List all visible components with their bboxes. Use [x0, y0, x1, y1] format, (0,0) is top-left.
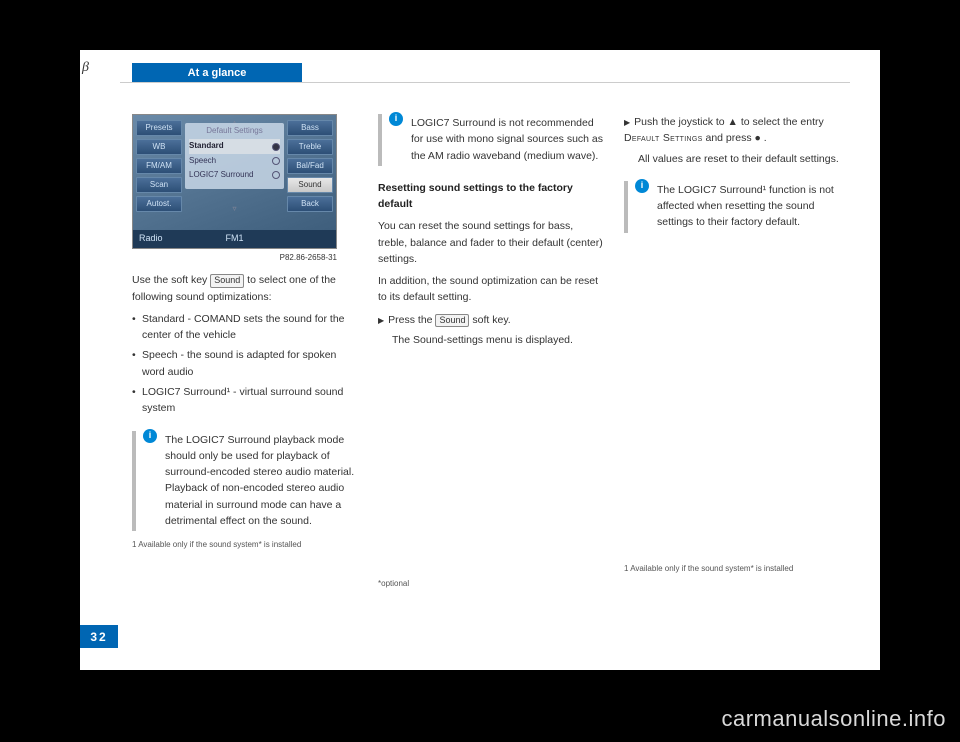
- col2-p2: In addition, the sound optimization can …: [378, 273, 603, 306]
- shot-btn-wb: WB: [136, 139, 182, 155]
- shot-opt-label-2: LOGIC7 Surround: [189, 169, 253, 181]
- col3-action-c: and press: [706, 132, 755, 144]
- sound-options-list: •Standard - COMAND sets the sound for th…: [132, 311, 357, 417]
- info-text-2: LOGIC7 Surround is not recommended for u…: [387, 114, 603, 166]
- manual-page: β At a glance Presets WB FM/AM Scan Auto…: [80, 50, 880, 670]
- info-icon: i: [143, 429, 157, 443]
- bullet-1: Speech - the sound is adapted for spoken…: [142, 349, 336, 377]
- joystick-up-icon: ▲: [728, 116, 738, 128]
- page-number: 32: [80, 625, 118, 648]
- shot-btn-treble: Treble: [287, 139, 333, 155]
- col3-p1: All values are reset to their default se…: [624, 151, 849, 167]
- watermark: carmanualsonline.info: [721, 706, 946, 732]
- subheading-reset: Resetting sound settings to the factory …: [378, 180, 603, 213]
- column-3: Push the joystick to ▲ to select the ent…: [624, 114, 849, 575]
- info-text-3: The LOGIC7 Surround¹ function is not aff…: [633, 181, 849, 233]
- action-step: Push the joystick to ▲ to select the ent…: [624, 114, 849, 147]
- bullet-0: Standard - COMAND sets the sound for the…: [142, 313, 345, 341]
- list-item: •LOGIC7 Surround¹ - virtual surround sou…: [132, 384, 357, 417]
- shot-status-bar: Radio FM1: [133, 230, 336, 248]
- footnote-optional: *optional: [378, 578, 603, 590]
- footnote-3: 1 Available only if the sound system* is…: [624, 563, 849, 575]
- col2-p3: The Sound-settings menu is displayed.: [378, 332, 603, 348]
- col3-action-d: .: [764, 132, 767, 144]
- shot-btn-autost: Autost.: [136, 196, 182, 212]
- radio-on-icon: [272, 143, 280, 151]
- beta-symbol: β: [82, 60, 89, 76]
- shot-btn-presets: Presets: [136, 120, 182, 136]
- sound-softkey-label: Sound: [435, 314, 469, 328]
- info-icon: i: [635, 179, 649, 193]
- header-rule: [120, 82, 850, 83]
- shot-btn-balfad: Bal/Fad: [287, 158, 333, 174]
- shot-opt-logic7: LOGIC7 Surround: [189, 168, 280, 182]
- shot-opt-standard: Standard: [189, 139, 280, 153]
- shot-opt-speech: Speech: [189, 154, 280, 168]
- col1-para-intro: Use the soft key Sound to select one of …: [132, 272, 357, 305]
- shot-status-center: FM1: [226, 232, 244, 246]
- col3-action-a: Push the joystick to: [624, 116, 728, 128]
- sound-softkey-label: Sound: [210, 274, 244, 288]
- radio-off-icon: [272, 171, 280, 179]
- shot-options-panel: Default Settings Standard Speech LOGIC7 …: [185, 123, 284, 189]
- section-tab: At a glance: [132, 63, 302, 83]
- shot-btn-sound: Sound: [287, 177, 333, 193]
- shot-opt-label-1: Speech: [189, 155, 216, 167]
- shot-btn-fmam: FM/AM: [136, 158, 182, 174]
- shot-btn-bass: Bass: [287, 120, 333, 136]
- shot-panel-title: Default Settings: [189, 125, 280, 137]
- column-1: Presets WB FM/AM Scan Autost. Bass Trebl…: [132, 114, 357, 552]
- column-2: i LOGIC7 Surround is not recommended for…: [378, 114, 603, 591]
- radio-off-icon: [272, 157, 280, 165]
- shot-opt-label-0: Standard: [189, 140, 224, 152]
- action-step: Press the Sound soft key.: [378, 312, 603, 328]
- screenshot-caption: P82.86-2658-31: [132, 252, 337, 264]
- info-note: i LOGIC7 Surround is not recommended for…: [378, 114, 603, 166]
- col2-action-suffix: soft key.: [472, 314, 510, 326]
- info-icon: i: [389, 112, 403, 126]
- info-note: i The LOGIC7 Surround playback mode shou…: [132, 431, 357, 532]
- col2-action-prefix: Press the: [378, 314, 435, 326]
- col2-p1: You can reset the sound settings for bas…: [378, 218, 603, 267]
- info-text-1: The LOGIC7 Surround playback mode should…: [141, 431, 357, 532]
- bullet-2: LOGIC7 Surround¹ - virtual surround soun…: [142, 386, 343, 414]
- default-settings-label: Default Settings: [624, 132, 703, 144]
- list-item: •Speech - the sound is adapted for spoke…: [132, 347, 357, 380]
- col3-action-b: to select the entry: [741, 116, 824, 128]
- list-item: •Standard - COMAND sets the sound for th…: [132, 311, 357, 344]
- joystick-press-icon: ●: [755, 132, 761, 144]
- shot-status-left: Radio: [139, 232, 163, 246]
- footnote-1: 1 Available only if the sound system* is…: [132, 539, 357, 551]
- shot-btn-back: Back: [287, 196, 333, 212]
- comand-screenshot: Presets WB FM/AM Scan Autost. Bass Trebl…: [132, 114, 337, 249]
- shot-btn-scan: Scan: [136, 177, 182, 193]
- info-note: i The LOGIC7 Surround¹ function is not a…: [624, 181, 849, 233]
- arrow-down-icon: ▿: [232, 203, 236, 215]
- col1-text-a: Use the soft key: [132, 274, 210, 286]
